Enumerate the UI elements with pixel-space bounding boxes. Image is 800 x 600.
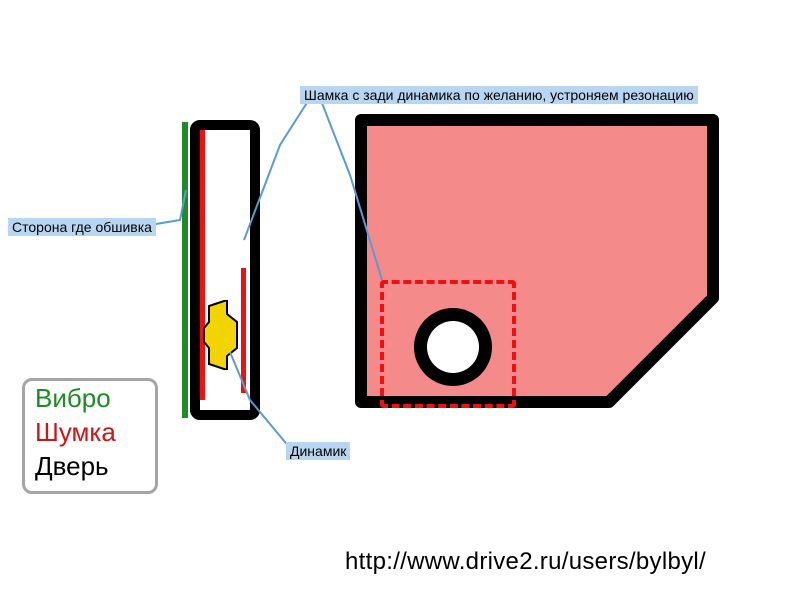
label-side-trim: Сторона где обшивка <box>8 218 156 236</box>
label-speaker: Динамик <box>286 442 350 460</box>
source-url: http://www.drive2.ru/users/bylbyl/ <box>345 548 706 576</box>
label-behind-speaker: Шамка с зади динамика по желанию, устрон… <box>300 86 698 104</box>
diagram-stage: Вибро Шумка Дверь Сторона где обшивка Ша… <box>0 0 800 600</box>
